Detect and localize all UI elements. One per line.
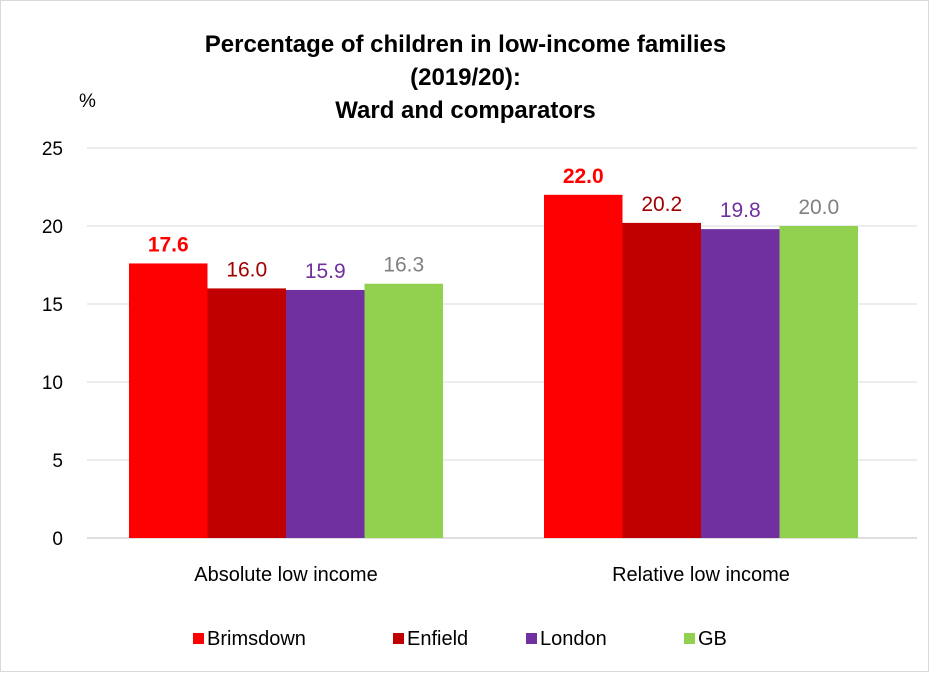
legend-swatch-gb [684, 633, 695, 644]
bar-enfield [622, 222, 701, 538]
x-category-label: Absolute low income [194, 564, 377, 586]
legend-swatch-enfield [393, 633, 404, 644]
bars [129, 194, 858, 539]
y-tick-label: 20 [42, 217, 63, 238]
legend-label-gb: GB [698, 628, 727, 650]
chart-title-line-1: Percentage of children in low-income fam… [204, 31, 727, 58]
bar-london [701, 229, 780, 538]
y-tick-label: 15 [42, 295, 63, 316]
bar-gb [779, 226, 858, 538]
bar-brimsdown [129, 263, 208, 538]
legend-swatch-london [526, 633, 537, 644]
data-label: 15.9 [305, 260, 346, 283]
data-label: 20.0 [798, 196, 839, 219]
x-category-labels: Absolute low income Relative low income [194, 564, 790, 586]
legend-label-london: London [540, 628, 607, 650]
bar-brimsdown [544, 194, 623, 539]
y-tick-label: 10 [42, 373, 63, 394]
y-tick-label: 5 [52, 451, 63, 472]
x-category-label: Relative low income [612, 564, 790, 586]
y-tick-label: 0 [52, 529, 63, 550]
legend: Brimsdown Enfield London GB [193, 628, 727, 650]
data-labels: 17.6 22.0 16.0 20.2 15.9 19.8 16.3 20.0 [148, 165, 839, 283]
y-tick-label: 25 [42, 139, 63, 160]
data-label: 16.3 [383, 254, 424, 277]
bar-gb [364, 283, 443, 538]
y-tick-labels: 0 5 10 15 20 25 [42, 139, 63, 550]
data-label: 19.8 [720, 199, 761, 222]
data-label: 17.6 [148, 233, 189, 256]
bar-enfield [207, 288, 286, 538]
chart-title-line-2: (2019/20): [410, 64, 521, 91]
bar-london [286, 289, 365, 538]
legend-swatch-brimsdown [193, 633, 204, 644]
data-label: 22.0 [563, 165, 604, 188]
data-label: 20.2 [641, 193, 682, 216]
legend-label-brimsdown: Brimsdown [207, 628, 306, 650]
legend-label-enfield: Enfield [407, 628, 468, 650]
chart-title-line-3: Ward and comparators [335, 97, 596, 124]
y-axis-unit-label: % [79, 91, 96, 112]
data-label: 16.0 [226, 258, 267, 281]
